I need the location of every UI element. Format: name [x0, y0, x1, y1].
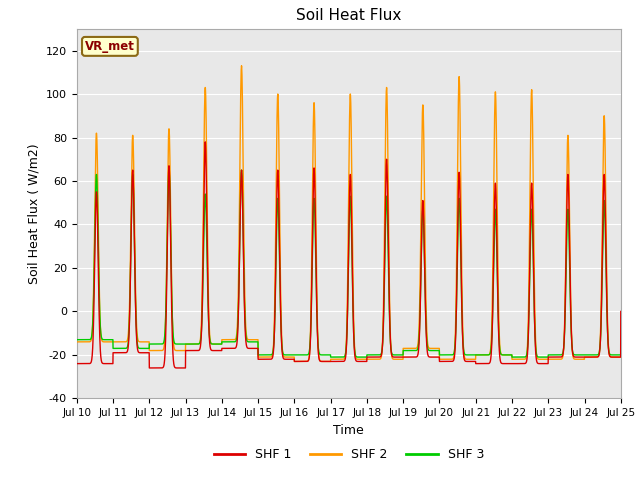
SHF 2: [138, 339, 145, 345]
Line: SHF 2: SHF 2: [77, 66, 621, 361]
SHF 1: [108, 361, 115, 367]
SHF 2: [449, 356, 457, 362]
Text: VR_met: VR_met: [85, 40, 135, 53]
SHF 1: [243, 341, 250, 347]
SHF 2: [138, 339, 146, 345]
SHF 1: [617, 309, 625, 314]
SHF 2: [617, 354, 625, 360]
SHF 2: [493, 201, 501, 207]
Legend: SHF 1, SHF 2, SHF 3: SHF 1, SHF 2, SHF 3: [209, 443, 489, 466]
SHF 3: [242, 334, 250, 339]
SHF 1: [73, 361, 81, 367]
SHF 2: [73, 339, 81, 345]
Y-axis label: Soil Heat Flux ( W/m2): Soil Heat Flux ( W/m2): [28, 144, 40, 284]
SHF 3: [449, 352, 457, 358]
SHF 3: [617, 352, 625, 358]
SHF 1: [449, 358, 457, 364]
SHF 1: [145, 365, 153, 371]
SHF 3: [73, 337, 81, 343]
SHF 3: [108, 337, 115, 343]
SHF 3: [327, 354, 335, 360]
SHF 1: [138, 350, 146, 356]
SHF 2: [237, 63, 245, 69]
X-axis label: Time: Time: [333, 424, 364, 437]
SHF 3: [165, 167, 173, 173]
SHF 3: [138, 346, 145, 351]
SHF 2: [291, 359, 298, 364]
SHF 2: [242, 328, 250, 334]
SHF 1: [493, 257, 501, 263]
Title: Soil Heat Flux: Soil Heat Flux: [296, 9, 401, 24]
Line: SHF 1: SHF 1: [77, 142, 621, 368]
Line: SHF 3: SHF 3: [77, 170, 621, 357]
SHF 3: [138, 346, 146, 351]
SHF 1: [138, 350, 145, 356]
SHF 2: [108, 339, 115, 345]
SHF 1: [202, 139, 209, 145]
SHF 3: [493, 268, 501, 274]
